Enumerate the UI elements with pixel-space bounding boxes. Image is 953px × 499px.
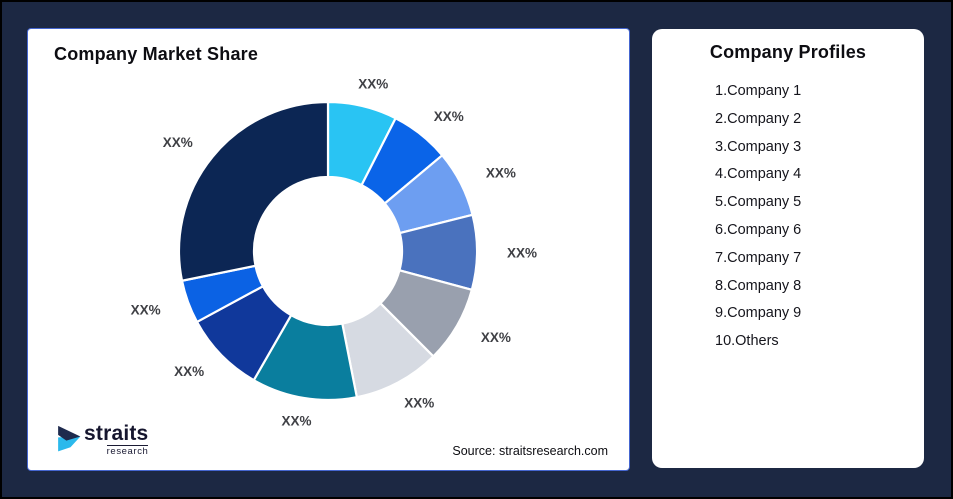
segment-share-label: XX% [486, 166, 516, 181]
segment-share-label: XX% [131, 302, 161, 317]
company-profiles-card: Company Profiles 1.Company 1 2.Company 2 3… [652, 29, 924, 468]
market-share-donut-chart: XX% XX% XX% XX% XX% XX% XX% XX% XX% XX% [131, 76, 537, 428]
market-share-card: Company Market Share XX% XX% XX% XX% XX% XX% X… [27, 28, 630, 471]
segment-share-label: XX% [358, 76, 388, 91]
segment-share-label: XX% [163, 135, 193, 150]
segment-share-label: XX% [481, 330, 511, 345]
segment-share-label: XX% [174, 364, 204, 379]
company-list-item: 8.Company 8 [715, 277, 802, 294]
straits-logo-icon [58, 425, 81, 451]
logo-text: straits research [84, 421, 149, 457]
company-list-item: 6.Company 6 [715, 221, 802, 238]
profiles-title: Company Profiles [709, 42, 867, 62]
segment-share-label: XX% [281, 413, 311, 428]
company-list-item: 3.Company 3 [715, 138, 802, 155]
company-list-item: 1.Company 1 [715, 83, 802, 99]
chart-title: Company Market Share [54, 44, 259, 64]
segment-share-label: XX% [507, 245, 537, 260]
segment-share-label: XX% [434, 109, 464, 124]
company-list-item: 9.Company 9 [715, 305, 802, 322]
company-list-item: 4.Company 4 [715, 166, 802, 183]
company-list-item: 10.Others [715, 333, 779, 350]
logo-wordmark: straits [84, 421, 149, 445]
straits-research-logo: straits research [54, 421, 149, 457]
source-attribution: Source: straitsresearch.com [452, 444, 608, 458]
company-list-item: 7.Company 7 [715, 249, 802, 266]
logo-subtitle: research [106, 444, 149, 457]
company-list-item: 2.Company 2 [715, 110, 802, 127]
company-list: 1.Company 1 2.Company 2 3.Company 3 4.Compa… [715, 78, 801, 356]
donut-segment-others [177, 100, 330, 282]
segment-share-label: XX% [404, 395, 434, 410]
company-list-item: 5.Company 5 [715, 194, 802, 211]
